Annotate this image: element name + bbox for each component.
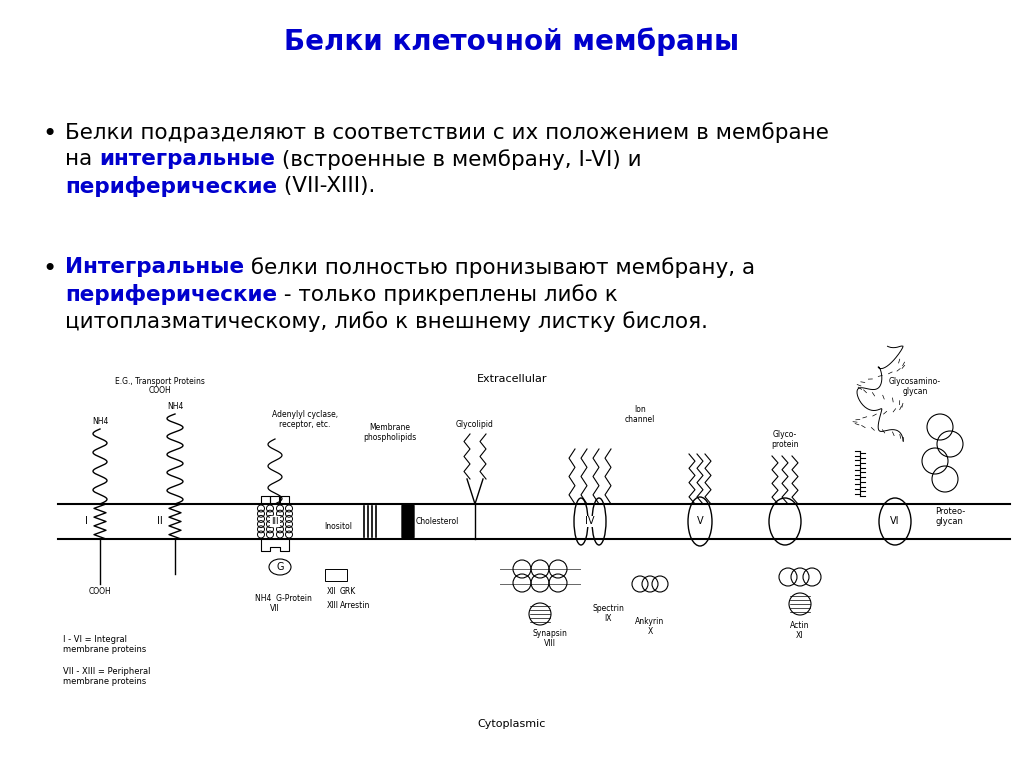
Text: Inositol: Inositol — [324, 522, 352, 531]
FancyBboxPatch shape — [325, 569, 347, 581]
Text: II: II — [158, 516, 163, 526]
Text: NH4  G-Protein: NH4 G-Protein — [255, 594, 312, 603]
Text: IV: IV — [586, 516, 595, 526]
Text: •: • — [42, 257, 56, 281]
Text: •: • — [42, 122, 56, 146]
Text: VIII: VIII — [544, 639, 556, 648]
Text: Glycosamino-
glycan: Glycosamino- glycan — [889, 377, 941, 396]
Text: I - VI = Integral
membrane proteins: I - VI = Integral membrane proteins — [63, 635, 146, 654]
Text: - только прикреплены либо к: - только прикреплены либо к — [278, 284, 617, 304]
Text: Actin
XI: Actin XI — [791, 621, 810, 640]
Text: VII - XIII = Peripheral
membrane proteins: VII - XIII = Peripheral membrane protein… — [63, 667, 151, 686]
Text: NH4: NH4 — [167, 402, 183, 411]
Text: Cholesterol: Cholesterol — [416, 517, 460, 526]
Text: XII: XII — [327, 587, 337, 596]
Text: периферические: периферические — [65, 284, 278, 305]
Text: белки полностью пронизывают мембрану, а: белки полностью пронизывают мембрану, а — [244, 257, 756, 278]
Text: G: G — [276, 562, 284, 572]
Text: Ankyrin
X: Ankyrin X — [635, 617, 665, 637]
Text: Adenylyl cyclase,
receptor, etc.: Adenylyl cyclase, receptor, etc. — [272, 410, 338, 429]
Text: V: V — [696, 516, 703, 526]
Text: Spectrin
IX: Spectrin IX — [592, 604, 624, 624]
Text: Synapsin: Synapsin — [532, 629, 567, 638]
FancyBboxPatch shape — [402, 505, 414, 538]
Text: (VII-XIII).: (VII-XIII). — [278, 176, 376, 196]
Text: I: I — [85, 516, 88, 526]
Text: Membrane
phospholipids: Membrane phospholipids — [364, 423, 417, 442]
Text: XIII: XIII — [327, 601, 339, 610]
Text: Arrestin: Arrestin — [340, 601, 371, 610]
Text: COOH: COOH — [148, 386, 171, 395]
Text: GRK: GRK — [340, 587, 356, 596]
Text: интегральные: интегральные — [99, 149, 275, 169]
Text: (встроенные в мембрану, I-VI) и: (встроенные в мембрану, I-VI) и — [275, 149, 642, 170]
Text: Ion
channel: Ion channel — [625, 405, 655, 424]
Text: VI: VI — [890, 516, 900, 526]
Text: на: на — [65, 149, 99, 169]
Text: периферические: периферические — [65, 176, 278, 197]
Text: VII: VII — [270, 604, 280, 613]
Text: E.G., Transport Proteins: E.G., Transport Proteins — [115, 377, 205, 386]
Text: COOH: COOH — [89, 587, 112, 596]
Text: NH4: NH4 — [92, 417, 109, 426]
Text: Cytoplasmic: Cytoplasmic — [478, 719, 546, 729]
Text: Белки подразделяют в соответствии с их положением в мембране: Белки подразделяют в соответствии с их п… — [65, 122, 828, 143]
Text: Glycolipid: Glycolipid — [456, 420, 494, 429]
Text: Интегральные: Интегральные — [65, 257, 244, 277]
Text: цитоплазматическому, либо к внешнему листку бислоя.: цитоплазматическому, либо к внешнему лис… — [65, 311, 708, 332]
Text: Glyco-
protein: Glyco- protein — [771, 430, 799, 449]
Text: Extracellular: Extracellular — [477, 374, 547, 384]
Text: Белки клеточной мембраны: Белки клеточной мембраны — [285, 28, 739, 56]
Text: Proteo-
glycan: Proteo- glycan — [935, 507, 966, 526]
Text: III: III — [271, 517, 279, 526]
